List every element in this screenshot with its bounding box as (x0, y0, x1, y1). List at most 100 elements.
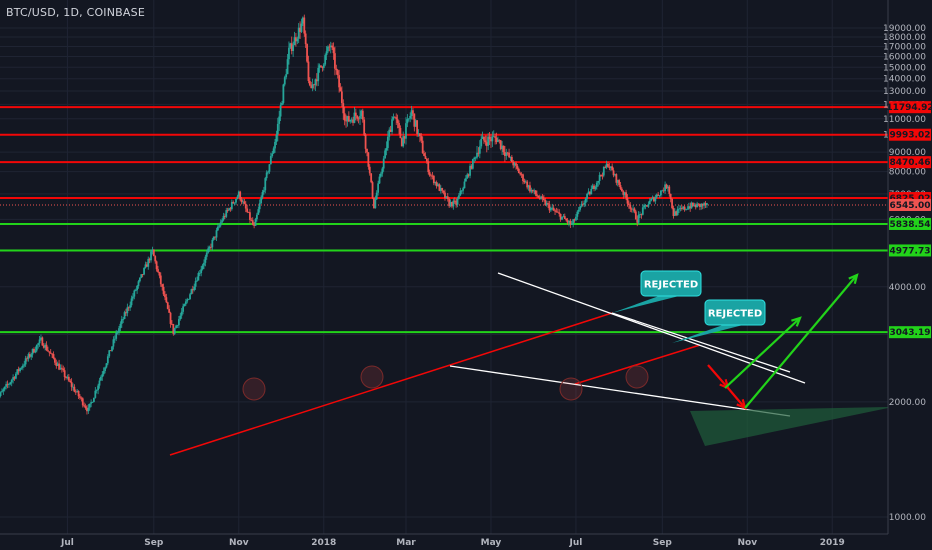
candle-body (94, 390, 97, 398)
candle-body (696, 203, 699, 208)
candle-body (672, 207, 675, 216)
candle-body (534, 190, 537, 195)
candle-body (627, 203, 630, 205)
candle-body (74, 391, 77, 393)
candle-body (373, 197, 375, 209)
candle-body (292, 45, 295, 51)
candle-body (164, 294, 166, 298)
candle-body (59, 367, 62, 370)
candle-body (23, 364, 26, 366)
candle-body (580, 203, 583, 207)
candle-body (51, 353, 54, 355)
candle-body (101, 374, 104, 377)
candle-body (54, 358, 56, 363)
highlight-circle (242, 377, 266, 401)
candle-body (102, 371, 105, 375)
candle-body (274, 141, 276, 149)
candle-body (601, 175, 604, 177)
candle-body (367, 152, 370, 167)
candle-body (385, 147, 388, 151)
candle-body (289, 43, 292, 48)
time-axis[interactable]: Jul Sep Nov 2018 Mar May Jul Sep Nov 2019 (0, 533, 932, 550)
candle-body (17, 369, 20, 372)
candle-body (169, 312, 172, 324)
candle-body (88, 403, 91, 408)
candle-body (67, 376, 70, 381)
price-axis[interactable]: 1000.002000.003000.004000.005000.006000.… (883, 0, 932, 550)
candle-body (703, 203, 706, 206)
candle-body (113, 338, 116, 340)
candle-body (459, 190, 462, 196)
candle-body (544, 199, 547, 206)
candle-body (686, 208, 689, 210)
candle-body (268, 164, 271, 172)
candle-body (425, 158, 428, 162)
candle-body (221, 220, 223, 223)
candle-body (354, 112, 357, 116)
candle-body (403, 136, 406, 139)
price-tick-label: 15000.00 (883, 63, 926, 73)
candle-body (286, 59, 289, 75)
candle-body (19, 368, 21, 372)
candle-body (95, 390, 98, 391)
candle-body (653, 197, 655, 202)
candle-body (630, 208, 633, 210)
candle-body (407, 118, 410, 120)
candle-body (395, 117, 398, 120)
candle-body (555, 211, 558, 213)
trendline-white-lower (449, 365, 791, 417)
candle-body (554, 210, 556, 212)
candle-body (261, 192, 264, 198)
candle-body (76, 390, 79, 392)
candle-body (125, 312, 127, 314)
candle-body (600, 174, 602, 176)
candle-body (353, 112, 356, 123)
candle-body (334, 53, 336, 69)
candle-body (338, 75, 341, 88)
candle-body (321, 66, 324, 68)
candle-body (148, 258, 151, 261)
candle-body (531, 189, 534, 192)
callout-rejected-2-text: REJECTED (708, 309, 762, 320)
candle-body (237, 191, 240, 197)
candle-body (271, 153, 274, 157)
candle-body (189, 294, 191, 300)
candle-body (484, 140, 487, 143)
candle-body (288, 47, 290, 60)
candle-body (208, 246, 211, 249)
candle-body (693, 204, 696, 207)
candle-body (307, 61, 310, 81)
candle-body (276, 123, 279, 135)
candle-body (675, 211, 678, 216)
candle-body (483, 136, 485, 141)
price-tick-label: 8000.00 (889, 168, 926, 178)
candle-body (517, 168, 520, 174)
candle-body (260, 197, 262, 204)
candle-body (205, 252, 208, 257)
candle-body (697, 203, 700, 205)
candle-body (290, 43, 293, 51)
candle-body (598, 174, 601, 181)
candle-body (229, 208, 232, 210)
candle-body (296, 38, 299, 42)
candle-body (211, 239, 214, 248)
candle-body (503, 152, 506, 156)
candle-body (448, 199, 451, 207)
callout-rejected-1-pointer (612, 296, 679, 313)
candle-body (161, 284, 164, 287)
candle-body (200, 269, 203, 273)
candle-body (90, 402, 93, 404)
time-tick-label: Jul (60, 538, 74, 548)
candle-body (615, 174, 618, 183)
candle-body (490, 139, 492, 142)
candlestick-series[interactable] (0, 14, 708, 415)
candle-body (70, 382, 73, 387)
candle-body (331, 45, 334, 48)
candle-body (300, 23, 303, 32)
candle-body (478, 146, 481, 154)
candle-body (381, 168, 384, 174)
candle-body (256, 214, 258, 220)
candle-body (471, 159, 474, 169)
